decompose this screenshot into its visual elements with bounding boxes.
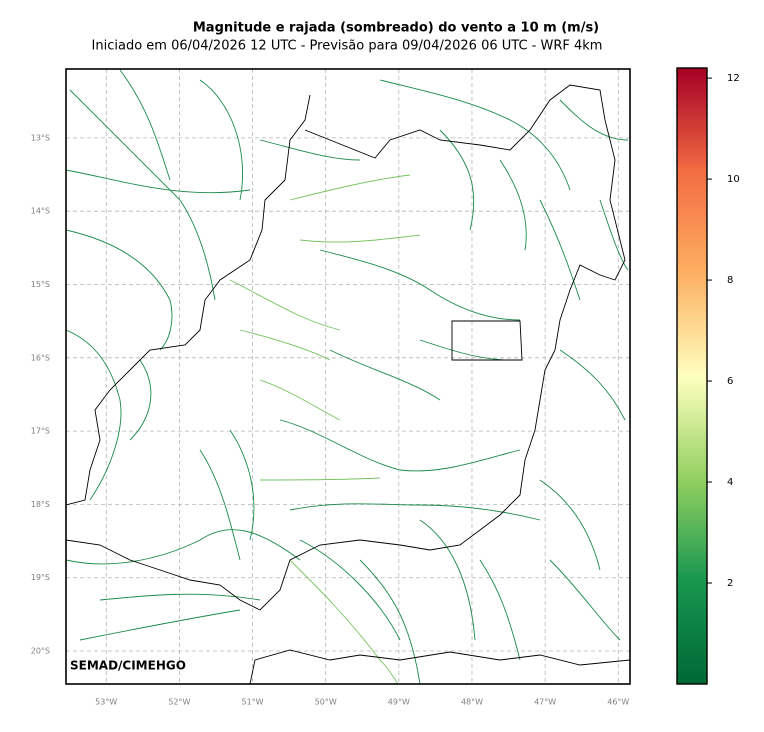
x-tick-label: 49°W [388,698,410,707]
y-tick-label: 19°S [31,573,50,582]
colorbar-tick-label: 8 [727,275,733,286]
y-tick-label: 18°S [31,500,50,509]
colorbar-tick-label: 4 [727,477,733,488]
grid [66,69,630,684]
x-tick-label: 53°W [95,698,117,707]
x-tick-label: 47°W [534,698,556,707]
y-tick-label: 20°S [31,647,50,656]
map-frame [65,68,631,685]
x-tick-label: 46°W [607,698,629,707]
watermark: SEMAD/CIMEHGO [70,659,186,673]
y-tick-label: 13°S [31,133,50,142]
y-tick-label: 16°S [31,353,50,362]
x-tick-label: 52°W [168,698,190,707]
colorbar [676,67,708,685]
streamlines [66,69,630,684]
colorbar-tick-label: 6 [727,376,733,387]
x-tick-label: 48°W [461,698,483,707]
map-area [66,69,630,684]
y-tick-label: 17°S [31,427,50,436]
colorbar-tick-label: 10 [727,174,740,185]
x-tick-label: 51°W [241,698,263,707]
y-tick-label: 14°S [31,207,50,216]
colorbar-tick-label: 2 [727,578,733,589]
x-tick-label: 50°W [315,698,337,707]
y-tick-label: 15°S [31,280,50,289]
map-title: Magnitude e rajada (sombreado) do vento … [193,21,599,36]
colorbar-tick-label: 12 [727,73,740,84]
map-subtitle: Iniciado em 06/04/2026 12 UTC - Previsão… [92,39,603,54]
